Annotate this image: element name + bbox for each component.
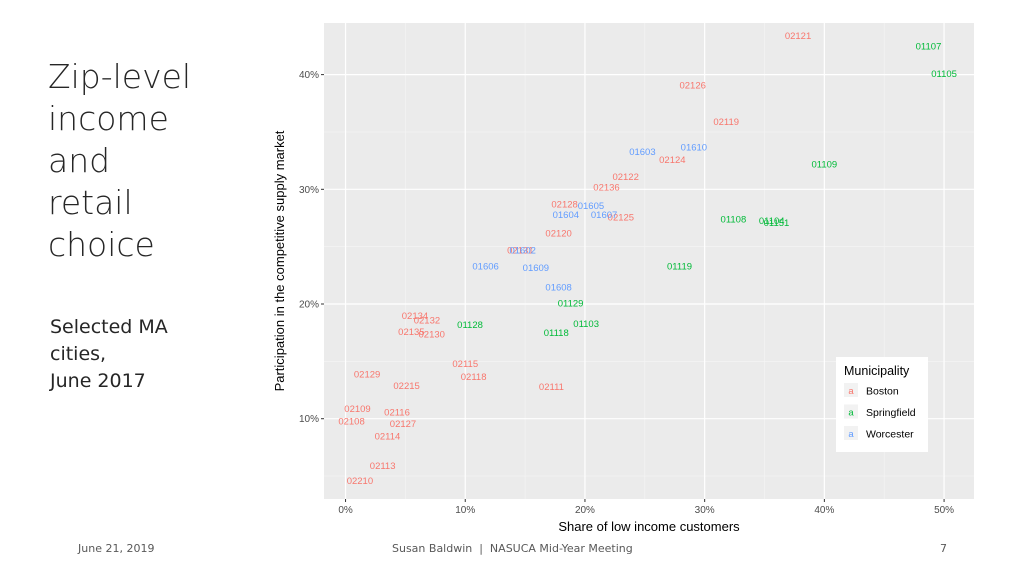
x-axis-title: Share of low income customers bbox=[558, 519, 740, 534]
data-point: 02210 bbox=[347, 476, 373, 487]
major-gridlines bbox=[324, 23, 974, 499]
data-point: 01606 bbox=[472, 262, 498, 273]
data-point: 02119 bbox=[713, 117, 739, 128]
slide-title: Zip-level income and retail choice bbox=[48, 56, 228, 266]
data-point: 02118 bbox=[461, 372, 487, 383]
data-point: 02129 bbox=[354, 369, 380, 380]
title-line: retail bbox=[48, 183, 133, 222]
subtitle-line: cities, bbox=[50, 343, 107, 365]
x-tick-label: 20% bbox=[575, 505, 595, 516]
y-tick-label: 20% bbox=[299, 300, 319, 311]
subtitle-line: June 2017 bbox=[50, 370, 146, 392]
title-line: Zip-level bbox=[48, 57, 192, 96]
x-tick-label: 30% bbox=[695, 505, 715, 516]
data-point: 02131 bbox=[507, 246, 533, 257]
data-point: 02128 bbox=[551, 200, 577, 211]
data-point: 02125 bbox=[608, 212, 634, 223]
data-point: 01129 bbox=[558, 298, 584, 309]
data-point: 01151 bbox=[764, 218, 790, 229]
legend-key-glyph: a bbox=[848, 429, 854, 440]
data-point: 01103 bbox=[573, 319, 599, 330]
x-axis-ticks: 0% 10% 20% 30% 40% 50% bbox=[338, 499, 954, 516]
data-point: 01118 bbox=[544, 328, 569, 339]
y-tick-label: 10% bbox=[299, 414, 319, 425]
data-point: 02111 bbox=[539, 382, 564, 393]
x-tick-label: 50% bbox=[934, 505, 954, 516]
page-number: 7 bbox=[940, 542, 947, 555]
data-point: 02108 bbox=[338, 417, 364, 428]
data-point: 02127 bbox=[390, 419, 416, 430]
data-point: 02124 bbox=[659, 155, 685, 166]
data-point: 02136 bbox=[593, 183, 619, 194]
y-axis-ticks: 10% 20% 30% 40% bbox=[299, 70, 324, 425]
legend-key-glyph: a bbox=[848, 408, 854, 419]
y-tick-label: 30% bbox=[299, 185, 319, 196]
data-point: 01604 bbox=[553, 210, 579, 221]
data-point: 02132 bbox=[414, 316, 440, 327]
title-line: and bbox=[48, 141, 111, 180]
data-point: 01602 bbox=[509, 246, 535, 257]
slide-subtitle: Selected MA cities, June 2017 bbox=[50, 314, 230, 395]
footer-center: Susan Baldwin | NASUCA Mid-Year Meeting bbox=[392, 542, 633, 555]
data-point: 02114 bbox=[375, 431, 401, 442]
legend-label: Boston bbox=[866, 386, 899, 398]
legend-key bbox=[844, 383, 858, 397]
data-point: 01108 bbox=[721, 215, 747, 226]
data-point: 01104 bbox=[759, 216, 785, 227]
data-point: 02116 bbox=[384, 407, 410, 418]
legend-key-glyph: a bbox=[848, 386, 854, 397]
subtitle-line: Selected MA bbox=[50, 316, 168, 338]
data-point: 01607 bbox=[591, 210, 617, 221]
data-point: 02120 bbox=[545, 228, 571, 239]
y-axis-title: Participation in the competitive supply … bbox=[272, 130, 287, 391]
data-point: 02135 bbox=[398, 327, 424, 338]
title-line: choice bbox=[48, 225, 155, 264]
legend-title: Municipality bbox=[844, 364, 910, 378]
legend-key bbox=[844, 426, 858, 440]
x-tick-label: 0% bbox=[338, 505, 353, 516]
data-point: 02113 bbox=[370, 461, 396, 472]
data-point: 01105 bbox=[931, 69, 957, 80]
data-point: 02126 bbox=[679, 80, 705, 91]
data-point: 02215 bbox=[393, 381, 419, 392]
data-point: 02109 bbox=[344, 404, 370, 415]
x-tick-label: 40% bbox=[814, 505, 834, 516]
footer-date: June 21, 2019 bbox=[78, 542, 155, 555]
scatter-chart: 0% 10% 20% 30% 40% 50% 10%20%30%40% 021210212… bbox=[272, 23, 974, 534]
legend-label: Springfield bbox=[866, 407, 916, 419]
title-line: income bbox=[48, 99, 169, 138]
data-point: 01609 bbox=[523, 263, 549, 274]
legend: Municipality a Boston a Springfield a Worcest… bbox=[836, 357, 928, 452]
data-point: 01128 bbox=[457, 320, 483, 331]
y-tick-label: 40% bbox=[299, 70, 319, 81]
data-point: 01109 bbox=[812, 160, 838, 171]
data-point: 01603 bbox=[629, 147, 655, 158]
data-point: 01610 bbox=[681, 142, 707, 153]
data-point: 01608 bbox=[545, 282, 571, 293]
data-point: 01605 bbox=[578, 201, 604, 212]
data-point: 02115 bbox=[452, 359, 478, 370]
data-point: 02130 bbox=[419, 329, 445, 340]
legend-key bbox=[844, 404, 858, 419]
legend-label: Worcester bbox=[866, 429, 914, 441]
data-point: 02122 bbox=[612, 172, 638, 183]
x-tick-label: 10% bbox=[455, 505, 475, 516]
legend-items: a Boston a Springfield a Worcester bbox=[844, 383, 916, 441]
data-point: 02134 bbox=[402, 311, 428, 322]
data-point: 01107 bbox=[916, 41, 942, 52]
data-point: 01119 bbox=[667, 262, 692, 273]
data-point: 02121 bbox=[785, 31, 811, 42]
